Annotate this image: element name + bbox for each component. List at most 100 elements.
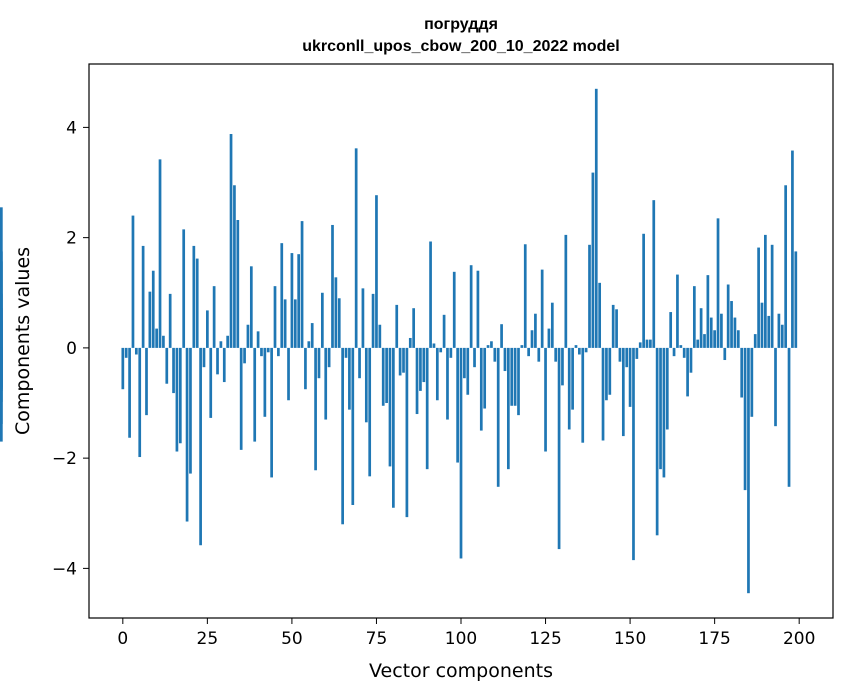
bar [449,347,453,358]
bar [415,347,419,415]
bar [500,324,503,348]
bar [517,347,520,416]
bar [672,347,676,357]
bar [412,308,416,348]
x-tick-label: 175 [698,629,730,649]
bar [676,274,679,348]
bar [770,244,774,348]
bar [652,200,656,348]
bar [747,347,750,594]
bar [145,347,148,416]
bar [233,185,236,348]
bar [567,347,571,430]
bar [341,347,344,525]
bar [490,341,493,348]
bar [287,347,290,401]
bar [239,347,243,450]
bar [520,345,524,348]
bar [743,347,747,491]
bar [601,347,605,441]
y-tick-label: 4 [66,118,77,138]
bar [706,275,710,348]
bar [368,347,372,477]
bar [266,347,270,353]
bar [398,347,402,376]
y-tick-label: −2 [52,449,77,469]
bar [148,291,152,348]
bar [364,347,368,423]
bar [564,234,568,348]
bar [195,258,199,348]
bar [435,347,439,401]
bar [354,148,358,348]
bar [655,347,659,536]
bar [182,229,186,348]
bar [310,323,314,348]
bar [446,347,449,420]
bar [527,347,530,357]
bar [293,299,297,348]
bar [757,247,760,348]
bar [510,347,514,406]
x-axis: 0 25 50 75 100 125 150 175 200 [117,618,815,649]
bar [361,288,365,348]
bar [496,347,500,487]
bar [222,347,226,383]
bar [764,234,767,348]
bar [452,271,456,348]
bar [540,269,544,348]
bar [419,347,422,391]
bar [628,347,632,407]
bar [588,244,591,348]
bar [679,345,683,348]
bar [371,293,375,348]
bar [0,347,3,442]
bar [121,347,125,390]
bar [513,347,517,406]
bar [165,347,169,384]
bar [381,347,385,406]
bar [141,245,145,348]
bar [615,309,618,348]
bar [591,172,595,348]
bar [138,347,142,458]
bar [385,347,388,404]
bar [219,341,223,348]
bar [581,347,585,443]
bar [456,347,459,463]
bar [550,302,554,348]
bar [206,310,209,348]
x-tick-label: 50 [281,629,303,649]
bar [375,195,378,348]
bar [317,347,321,379]
bar [236,220,240,348]
bar [483,347,487,409]
chart-title-line2: ukrconll_upos_cbow_200_10_2022 model [302,38,619,55]
bar [753,334,757,348]
bar [199,347,202,546]
bar [736,330,740,348]
bar [696,339,700,348]
bar [273,286,277,348]
bar [168,293,172,348]
bar [358,347,361,379]
bar [0,308,3,348]
bar [506,347,510,470]
bar [621,347,625,437]
plot-frame [88,63,834,619]
x-tick-label: 200 [783,629,815,649]
bar [713,330,716,348]
bar [605,347,608,401]
bar [243,347,246,364]
bar [378,324,382,348]
bar [466,347,470,395]
bar [703,334,706,348]
bar [185,347,189,522]
bar [479,347,483,431]
bar [730,301,733,348]
bar [226,335,230,348]
bar [334,277,338,348]
bar [290,253,294,348]
bar [229,134,233,348]
